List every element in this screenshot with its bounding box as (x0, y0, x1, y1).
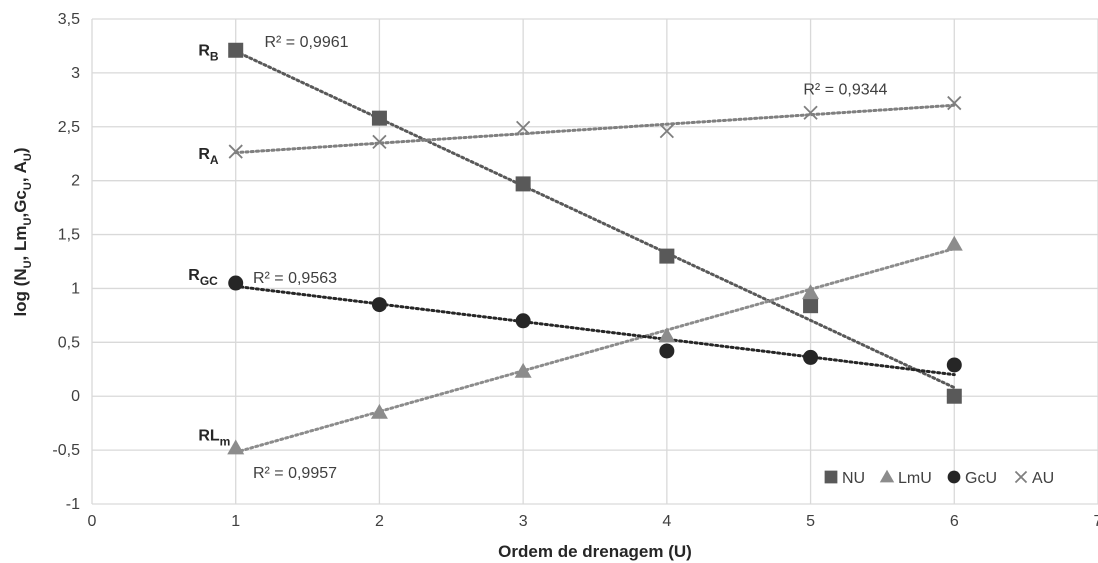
ratio-label: RA (198, 146, 219, 167)
r2-annotation: R² = 0,9957 (253, 465, 337, 482)
legend-label: NU (842, 470, 865, 487)
legend-marker-nu (824, 470, 838, 484)
r2-annotation: R² = 0,9563 (253, 270, 337, 287)
point-nu (228, 42, 244, 58)
ratio-label-subscript: m (220, 434, 231, 448)
x-tick-label: 6 (950, 513, 959, 530)
point-nu (371, 110, 387, 126)
trendline-nu (234, 49, 956, 390)
x-axis-title: Ordem de drenagem (U) (498, 542, 692, 561)
legend-label: GcU (965, 470, 997, 487)
y-axis-title-subscript: U (22, 217, 34, 225)
y-axis-title-subscript: U (22, 260, 34, 268)
x-axis-ticks: 0 1 2 3 4 5 6 7 (88, 513, 1098, 530)
x-tick-label: 1 (231, 513, 240, 530)
trendline-au (234, 103, 956, 155)
ratio-label-subscript: GC (200, 274, 218, 288)
data-markers (227, 42, 963, 455)
r2-annotation: R² = 0,9344 (803, 81, 887, 98)
annotations: R² = 0,9961 R² = 0,9344 R² = 0,9563 R² = 0,… (188, 34, 887, 482)
trendline-gcu (234, 284, 956, 377)
x-tick-label: 7 (1094, 513, 1098, 530)
point-gcu (803, 349, 819, 365)
legend-label: AU (1032, 470, 1054, 487)
ratio-label-main: R (188, 267, 200, 284)
legend-marker-lmu (879, 469, 895, 483)
y-axis-title-subscript: U (22, 182, 34, 190)
y-tick-label: 0 (71, 388, 80, 405)
ratio-label-main: R (198, 146, 210, 163)
ratio-label: RLm (198, 427, 230, 448)
point-gcu (228, 275, 244, 291)
y-axis-title-part: ,Gc (11, 190, 30, 217)
ratio-label: RB (198, 43, 219, 64)
point-gcu (515, 313, 531, 329)
trendline-lmu (234, 247, 956, 454)
point-gcu (371, 297, 387, 313)
legend-marker-au (1014, 470, 1028, 484)
point-gcu (659, 343, 675, 359)
y-axis-title-part: ) (11, 147, 30, 153)
legend-marker-gcu (947, 470, 961, 484)
point-au (659, 123, 674, 139)
point-au (947, 95, 962, 111)
point-lmu (945, 235, 963, 251)
point-au (372, 134, 387, 150)
point-lmu (370, 403, 388, 419)
y-axis-title-part: log (N (11, 268, 30, 316)
x-tick-label: 3 (519, 513, 528, 530)
point-lmu (514, 362, 532, 378)
point-nu (803, 298, 819, 314)
grid (91, 18, 1098, 505)
y-tick-label: -1 (66, 496, 80, 513)
point-lmu (658, 327, 676, 343)
point-lmu (802, 284, 820, 300)
point-au (228, 144, 243, 159)
x-tick-label: 0 (88, 513, 97, 530)
y-axis-ticks: -1 -0,5 0 0,5 1 1,5 2 2,5 3 3,5 (52, 11, 80, 513)
y-tick-label: 2,5 (58, 119, 80, 136)
legend-label: LmU (898, 470, 932, 487)
y-tick-label: -0,5 (52, 442, 80, 459)
point-nu (946, 388, 962, 404)
ratio-label-main: R (198, 43, 210, 60)
y-axis-title: log (NU, LmU,GcU, AU) (11, 147, 34, 316)
x-tick-label: 4 (662, 513, 671, 530)
point-au (803, 105, 818, 120)
y-tick-label: 1,5 (58, 227, 80, 244)
point-lmu (227, 439, 245, 455)
x-tick-label: 2 (375, 513, 384, 530)
y-axis-title-subscript: U (22, 153, 34, 161)
ratio-label-subscript: A (210, 153, 219, 167)
trendlines (234, 49, 956, 454)
ratio-label: RGC (188, 267, 218, 288)
y-axis-title-part: , A (11, 161, 30, 182)
x-tick-label: 5 (806, 513, 815, 530)
y-tick-label: 3,5 (58, 11, 80, 28)
legend: NU LmU GcU AU (824, 469, 1054, 487)
y-axis-title-part: , Lm (11, 225, 30, 260)
y-tick-label: 2 (71, 173, 80, 190)
point-au (516, 120, 531, 135)
point-nu (659, 248, 675, 264)
point-gcu (946, 357, 962, 373)
y-tick-label: 3 (71, 65, 80, 82)
r2-annotation: R² = 0,9961 (264, 34, 348, 51)
y-tick-label: 0,5 (58, 334, 80, 351)
y-tick-label: 1 (71, 280, 80, 297)
point-nu (515, 176, 531, 192)
ratio-label-main: RL (198, 427, 220, 444)
ratio-label-subscript: B (210, 50, 219, 64)
